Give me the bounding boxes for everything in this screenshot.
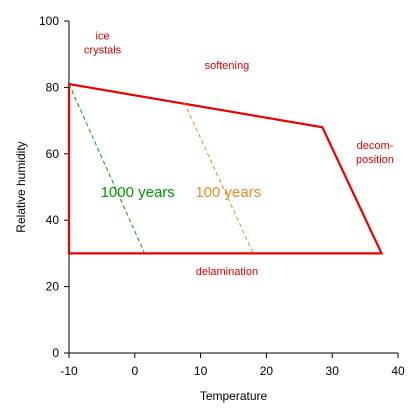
y-tick-label: 40 <box>46 213 60 227</box>
y-tick-label: 60 <box>46 147 60 161</box>
x-axis-title: Temperature <box>200 389 268 403</box>
series-layer: 1000 years 100 years <box>68 83 261 254</box>
series-label-2: 100 years <box>195 184 261 201</box>
region-annotation-line: softening <box>205 60 250 72</box>
region-annotation-line: decom- <box>357 140 394 152</box>
series-line-1 <box>68 83 146 254</box>
x-tick-label: -10 <box>60 364 78 378</box>
x-tick-label: 0 <box>131 364 138 378</box>
y-tick-label: 0 <box>52 346 59 360</box>
region-annotation: ice crystals <box>84 30 122 56</box>
annotation-layer: ice crystals softening decom-position delami… <box>84 30 394 278</box>
y-tick-label: 20 <box>46 280 60 294</box>
y-tick-label: 80 <box>46 80 60 94</box>
region-annotation-line: position <box>356 154 394 166</box>
series-label-1: 1000 years <box>101 184 175 201</box>
region-annotation-line: ice <box>96 30 110 42</box>
y-axis-title: Relative humidity <box>14 141 28 232</box>
region-annotation: softening <box>205 60 250 72</box>
series-line-2 <box>183 102 254 254</box>
y-tick-label: 100 <box>39 14 59 28</box>
x-tick-label: 10 <box>194 364 208 378</box>
x-tick-label: 20 <box>260 364 274 378</box>
region-annotation: decom-position <box>356 140 394 166</box>
region-annotation-line: delamination <box>196 266 258 278</box>
x-tick-label: 40 <box>391 364 405 378</box>
safe-region <box>67 82 384 255</box>
region-annotation: delamination <box>196 266 258 278</box>
x-tick-label: 30 <box>326 364 340 378</box>
safe-region-boundary <box>67 82 384 255</box>
region-annotation-line: crystals <box>84 44 122 56</box>
